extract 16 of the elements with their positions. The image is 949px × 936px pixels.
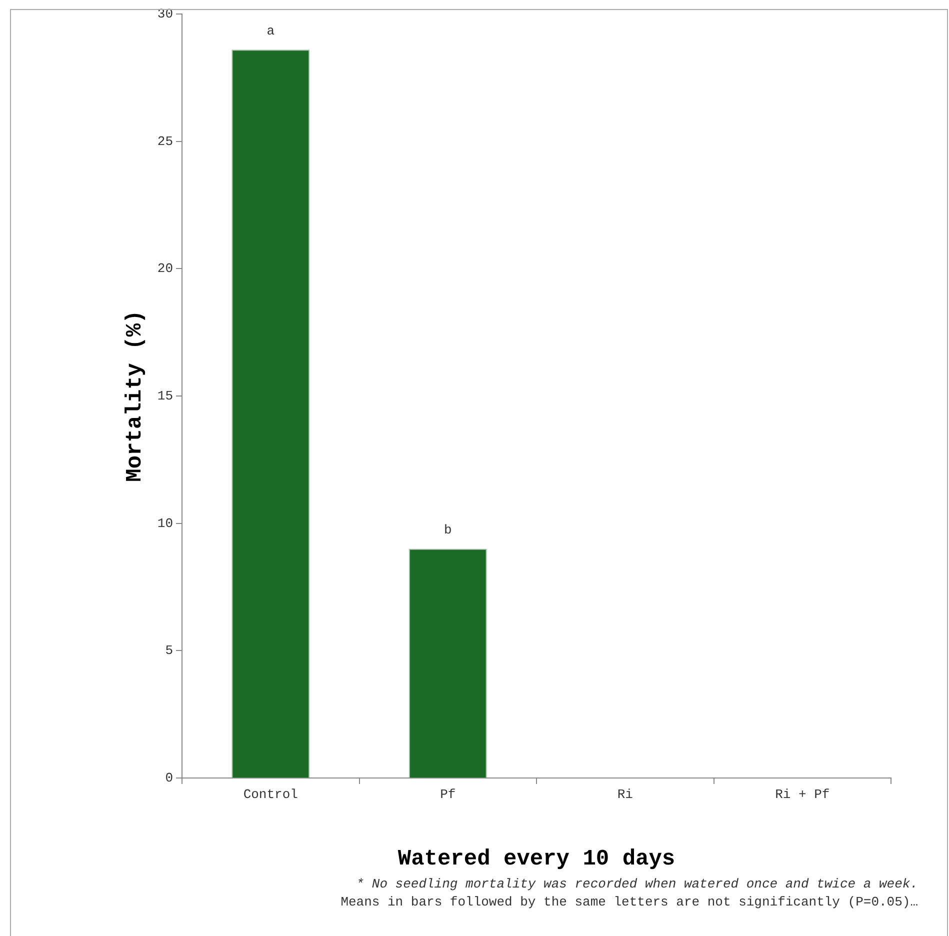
annotation: b: [444, 522, 452, 538]
x-tick-label: Pf: [440, 787, 456, 802]
y-tick-label: 25: [157, 134, 174, 149]
x-tick-label: Control: [243, 787, 298, 802]
y-tick-label: 10: [157, 516, 174, 531]
y-tick-label: 20: [157, 261, 174, 276]
text: * No seedling mortality was recorded when watered once and twice a week.: [356, 876, 918, 892]
x-tick-label: Ri: [617, 787, 634, 802]
y-tick-label: 0: [165, 770, 174, 786]
y-tick-label: 5: [165, 643, 174, 658]
annotation: a: [266, 24, 275, 39]
text: Means in bars followed by the same letters are not significantly (P=0.05)…: [340, 894, 918, 910]
x-tick-label: Ri + Pf: [775, 787, 830, 802]
y-axis-title: Mortality (%): [122, 310, 148, 482]
y-tick-label: 15: [157, 388, 174, 404]
x-axis-title: Watered every 10 days: [398, 846, 676, 872]
